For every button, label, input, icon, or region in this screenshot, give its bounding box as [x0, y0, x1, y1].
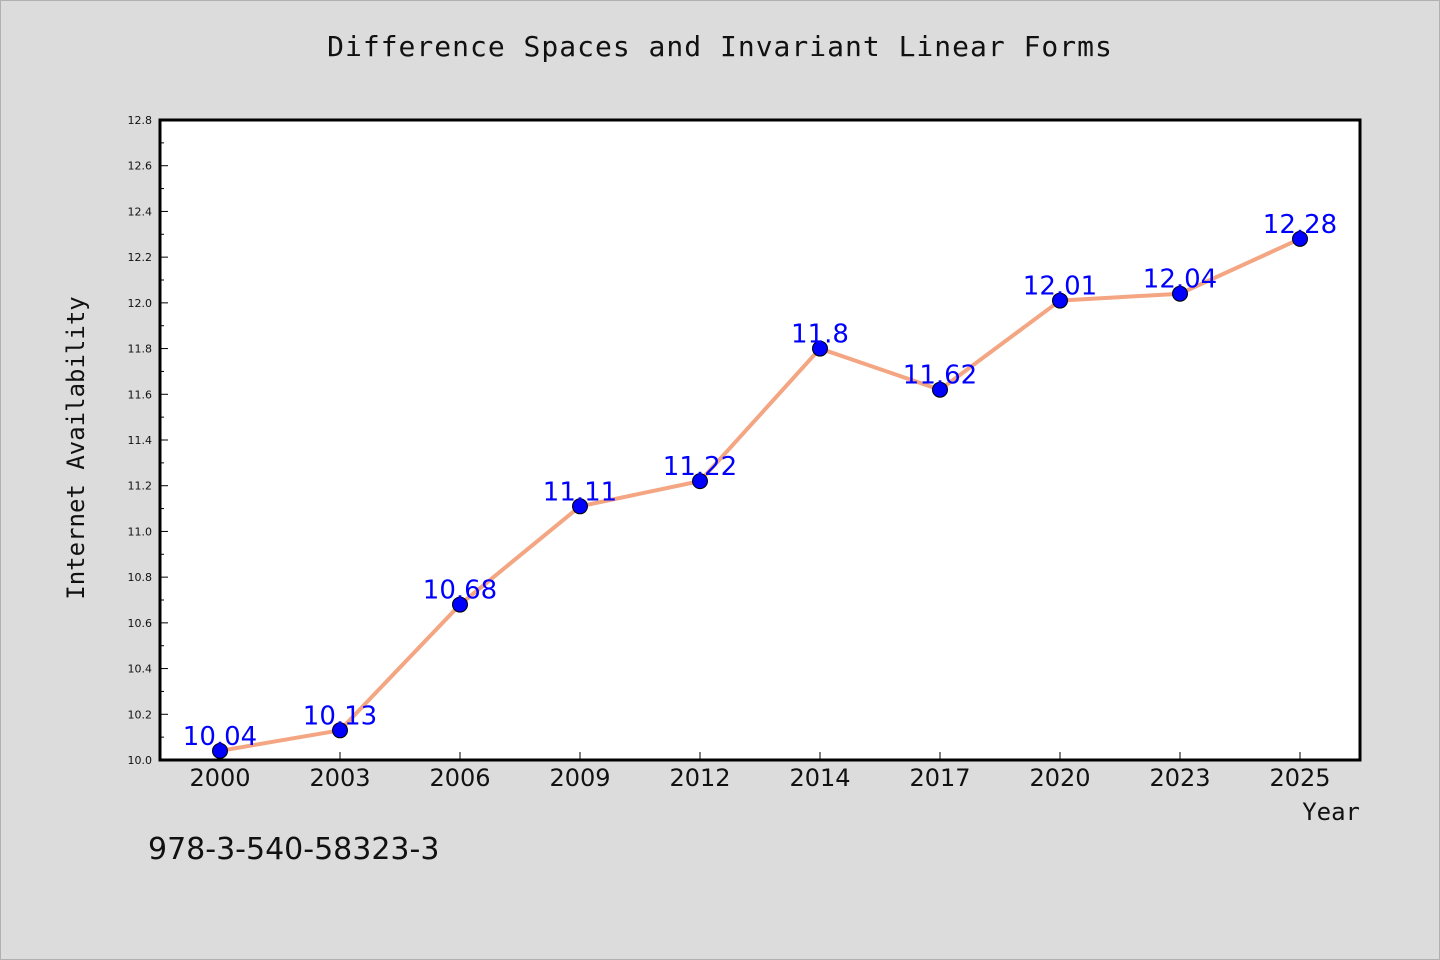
y-tick-label: 11.2: [128, 480, 153, 493]
data-label: 12.28: [1263, 210, 1337, 240]
data-point: [1292, 230, 1308, 247]
y-tick-label: 11.8: [128, 343, 153, 356]
x-tick-label: 2006: [429, 764, 490, 792]
y-tick-label: 12.4: [128, 205, 153, 218]
x-tick-label: 2014: [789, 764, 850, 792]
y-tick-label: 10.8: [128, 571, 153, 584]
data-label: 11.62: [903, 361, 977, 391]
data-point: [1052, 292, 1068, 309]
data-point: [692, 473, 708, 490]
data-point: [212, 742, 228, 759]
isbn-caption: 978-3-540-58323-3: [148, 832, 440, 867]
chart-title: Difference Spaces and Invariant Linear F…: [327, 30, 1113, 63]
plot-area: [158, 118, 1362, 762]
data-label: 10.04: [183, 722, 257, 752]
data-point: [812, 340, 828, 357]
data-label: 12.04: [1143, 265, 1217, 295]
x-tick-label: 2023: [1149, 764, 1210, 792]
data-label: 10.13: [303, 701, 377, 731]
x-tick-label: 2009: [549, 764, 610, 792]
x-axis-title: Year: [1302, 798, 1360, 826]
x-tick-label: 2020: [1029, 764, 1090, 792]
x-tick-label: 2025: [1269, 764, 1330, 792]
y-tick-label: 10.0: [128, 754, 153, 767]
x-axis: 2000 2003 2006 2009 2012 2014 2017 2020 2023 2025: [189, 752, 1331, 792]
x-tick-label: 2017: [909, 764, 970, 792]
data-point: [932, 381, 948, 398]
y-tick-label: 10.2: [128, 708, 153, 721]
y-tick-label: 10.4: [128, 663, 153, 676]
data-label: 12.01: [1023, 272, 1097, 302]
data-label: 11.11: [543, 477, 617, 507]
x-tick-label: 2012: [669, 764, 730, 792]
data-label: 10.68: [423, 576, 497, 606]
data-label: 11.22: [663, 452, 737, 482]
y-axis: 10.0 10.2 10.4 10.6 10.8 11.0 11.2 11.4 11.6 11.8…: [128, 114, 168, 767]
data-point: [332, 722, 348, 739]
y-tick-label: 11.0: [128, 525, 153, 538]
y-tick-label: 12.8: [128, 114, 153, 127]
y-tick-label: 12.6: [128, 160, 153, 173]
data-point: [1172, 285, 1188, 302]
y-tick-label: 11.6: [128, 388, 153, 401]
y-tick-label: 12.2: [128, 251, 153, 264]
y-tick-label: 10.6: [128, 617, 153, 630]
y-tick-label: 12.0: [128, 297, 153, 310]
y-tick-label: 11.4: [128, 434, 153, 447]
x-tick-label: 2000: [189, 764, 250, 792]
x-tick-label: 2003: [309, 764, 370, 792]
y-axis-title: Internet Availability: [62, 296, 90, 599]
data-label: 11.8: [791, 320, 849, 350]
series: 10.04 10.13 10.68 11.11 11.22 11.8 11.62 12.01 1…: [183, 210, 1337, 759]
series-line: [219, 237, 1301, 753]
data-point: [572, 498, 588, 515]
data-point: [452, 596, 468, 613]
